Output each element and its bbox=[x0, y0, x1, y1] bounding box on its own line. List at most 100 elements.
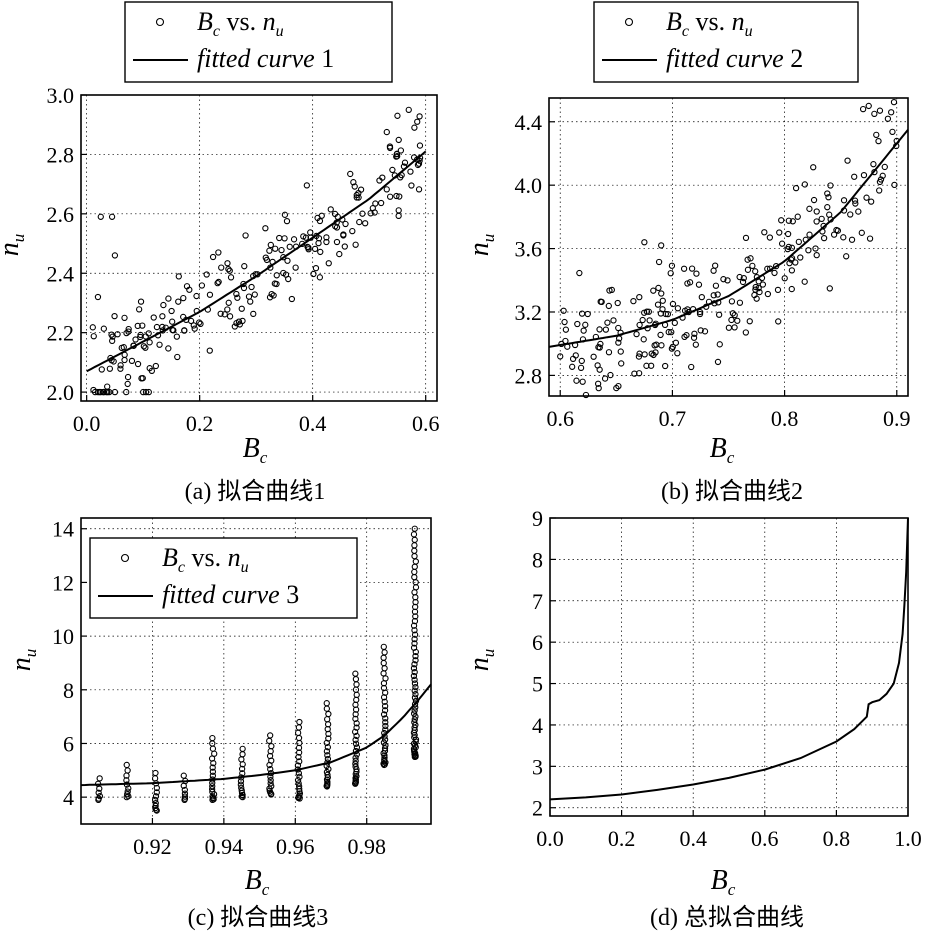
data-point bbox=[630, 298, 637, 305]
data-point bbox=[233, 290, 240, 298]
data-point bbox=[416, 113, 423, 120]
data-point bbox=[340, 231, 347, 238]
data-point bbox=[325, 735, 332, 742]
data-point bbox=[268, 742, 275, 750]
y-tick-label: 3.2 bbox=[515, 300, 543, 325]
data-point bbox=[323, 748, 331, 755]
data-point bbox=[729, 310, 737, 317]
data-point bbox=[801, 181, 808, 188]
data-point bbox=[728, 316, 735, 324]
data-point bbox=[665, 328, 672, 336]
data-point bbox=[307, 229, 314, 236]
data-point bbox=[362, 220, 369, 227]
data-point bbox=[117, 365, 124, 372]
data-point bbox=[305, 246, 312, 253]
data-point bbox=[614, 299, 621, 307]
x-tick-label: 0.6 bbox=[546, 406, 574, 431]
data-point bbox=[352, 760, 359, 767]
data-point bbox=[668, 345, 676, 352]
data-point bbox=[870, 161, 877, 168]
y-tick-label: 4 bbox=[532, 713, 543, 738]
data-point bbox=[266, 737, 273, 745]
legend-marker bbox=[120, 553, 130, 563]
data-point bbox=[789, 218, 796, 225]
data-point bbox=[295, 780, 302, 787]
panel-d: 0.0 0.2 0.4 0.6 0.8 1.0 2 3 4 5 6 7 8 9 Bc nu (d) 总拟合曲线 bbox=[464, 506, 922, 931]
data-point bbox=[397, 147, 405, 154]
data-point bbox=[876, 107, 884, 114]
data-point bbox=[633, 330, 640, 338]
y-tick-label: 8 bbox=[63, 678, 74, 703]
data-point bbox=[95, 789, 102, 796]
data-point bbox=[415, 186, 423, 193]
data-point bbox=[180, 294, 187, 302]
y-tick-label: 4 bbox=[63, 785, 74, 810]
data-point bbox=[396, 193, 403, 200]
data-point bbox=[124, 373, 132, 381]
data-point bbox=[778, 217, 785, 224]
panel-caption: (a) 拟合曲线1 bbox=[185, 478, 326, 505]
data-point bbox=[601, 375, 609, 382]
data-point bbox=[153, 323, 161, 331]
data-point bbox=[209, 253, 217, 261]
data-point bbox=[140, 343, 148, 350]
data-point bbox=[394, 112, 401, 119]
y-axis-label: nu bbox=[464, 234, 498, 257]
data-point bbox=[865, 102, 872, 110]
data-point bbox=[710, 267, 717, 274]
data-point bbox=[341, 243, 348, 250]
data-point bbox=[97, 213, 104, 220]
data-point bbox=[108, 213, 116, 220]
data-point bbox=[712, 262, 719, 269]
data-point bbox=[209, 734, 216, 742]
data-point bbox=[146, 339, 153, 346]
y-tick-label: 10 bbox=[52, 624, 74, 649]
data-point bbox=[826, 285, 833, 292]
x-tick-label: 0.2 bbox=[608, 826, 636, 851]
data-point bbox=[386, 143, 394, 150]
data-point bbox=[412, 713, 419, 720]
data-point bbox=[590, 353, 597, 360]
data-point bbox=[824, 190, 831, 197]
data-point bbox=[674, 350, 681, 357]
data-point bbox=[316, 274, 324, 281]
data-point bbox=[664, 311, 672, 318]
data-point bbox=[784, 230, 792, 238]
data-point bbox=[356, 218, 363, 226]
data-point bbox=[668, 328, 675, 336]
data-point bbox=[111, 312, 118, 320]
data-point bbox=[175, 298, 182, 305]
data-point bbox=[813, 208, 820, 215]
data-point bbox=[636, 321, 643, 329]
data-point bbox=[830, 231, 838, 238]
data-point bbox=[776, 229, 783, 236]
data-point bbox=[324, 744, 331, 751]
x-axis-label: Bc bbox=[711, 865, 736, 899]
data-point bbox=[382, 675, 389, 682]
data-point bbox=[353, 744, 361, 751]
total-fitted-curve-line bbox=[549, 517, 909, 801]
data-point bbox=[688, 363, 695, 371]
data-point bbox=[225, 266, 232, 273]
data-point bbox=[860, 171, 868, 179]
data-point bbox=[381, 698, 388, 705]
data-point bbox=[596, 326, 603, 333]
legend-box bbox=[593, 1, 859, 83]
data-point bbox=[397, 174, 404, 181]
data-point bbox=[353, 732, 360, 740]
data-point bbox=[806, 231, 813, 238]
data-point bbox=[372, 200, 379, 207]
data-point bbox=[175, 273, 182, 280]
panel-a: 0.0 0.2 0.4 0.6 2.0 2.2 2.4 2.6 2.8 3.0 Bc nu (a) 拟合… bbox=[0, 1, 439, 505]
data-point bbox=[380, 659, 387, 667]
data-point bbox=[215, 278, 222, 286]
data-point bbox=[764, 290, 772, 298]
data-point bbox=[294, 762, 302, 769]
data-point bbox=[382, 722, 389, 730]
data-point bbox=[681, 333, 688, 341]
data-point bbox=[353, 724, 360, 731]
data-point bbox=[747, 255, 754, 262]
data-point bbox=[573, 377, 580, 384]
data-point bbox=[239, 745, 246, 752]
